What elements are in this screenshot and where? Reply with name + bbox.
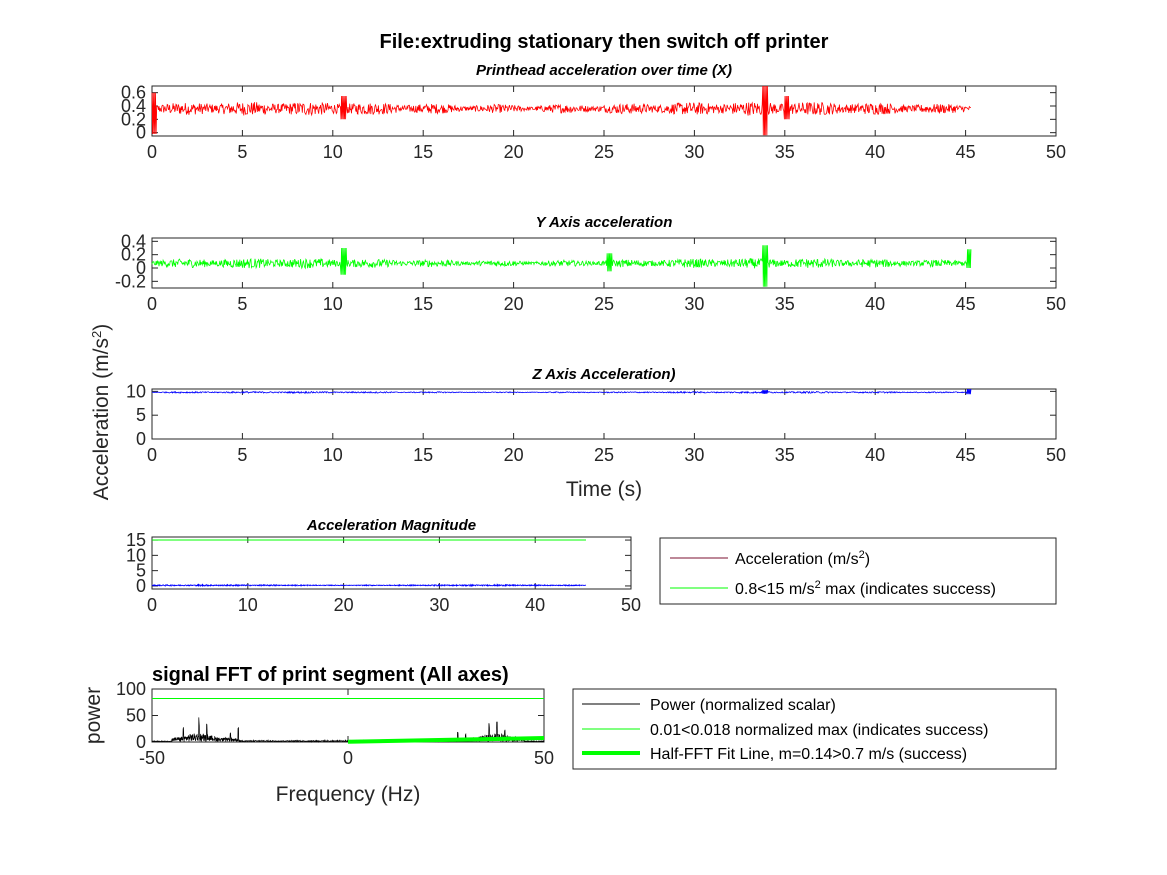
- y-xtick-label: 25: [594, 294, 614, 314]
- y-ytick-label: 0.4: [121, 231, 146, 251]
- y-xtick-label: 5: [237, 294, 247, 314]
- fft-xtick-label: 50: [534, 748, 554, 768]
- z-xtick-label: 45: [956, 445, 976, 465]
- magnitude-legend-label-acceleration: Acceleration (m/s2): [735, 549, 870, 568]
- mag-xtick-label: 10: [238, 595, 258, 615]
- mag-xtick-label: 20: [334, 595, 354, 615]
- y-xtick-label: 20: [504, 294, 524, 314]
- y-ytick-label: 0: [136, 258, 146, 278]
- fft-xtick-label: -50: [139, 748, 165, 768]
- x-xtick-label: 25: [594, 142, 614, 162]
- mag-plot-title: Acceleration Magnitude: [306, 517, 476, 534]
- mag-xtick-label: 40: [525, 595, 545, 615]
- fft-legend: Power (normalized scalar) 0.01<0.018 nor…: [572, 688, 1057, 770]
- x-xtick-label: 15: [413, 142, 433, 162]
- x-plot-frame: [151, 85, 1057, 137]
- z-x-axis-label: Time (s): [566, 478, 642, 501]
- magnitude-series: [151, 583, 587, 588]
- z-xtick-label: 0: [147, 445, 157, 465]
- fft-plot-title: signal FFT of print segment (All axes): [152, 664, 509, 686]
- fft-fit-line: [347, 736, 545, 744]
- x-xtick-label: 40: [865, 142, 885, 162]
- x-xtick-label: 5: [237, 142, 247, 162]
- magnitude-legend: Acceleration (m/s2) 0.8<15 m/s2 max (ind…: [659, 537, 1057, 605]
- z-xtick-label: 40: [865, 445, 885, 465]
- y-acceleration-series: [151, 245, 972, 287]
- x-xtick-label: 0: [147, 142, 157, 162]
- fft-legend-label-fit: Half-FFT Fit Line, m=0.14>0.7 m/s (succe…: [650, 746, 967, 763]
- z-xtick-label: 35: [775, 445, 795, 465]
- y-xtick-label: 10: [323, 294, 343, 314]
- fft-plot-frame: [151, 688, 545, 743]
- x-xtick-label: 20: [504, 142, 524, 162]
- z-xtick-label: 15: [413, 445, 433, 465]
- z-acceleration-series: [152, 388, 972, 395]
- x-ytick-label: 0: [136, 123, 146, 143]
- z-xtick-label: 5: [237, 445, 247, 465]
- z-xtick-label: 50: [1046, 445, 1066, 465]
- z-ytick-label: 5: [136, 405, 146, 425]
- y-xtick-label: 30: [684, 294, 704, 314]
- x-ytick-label: 0.6: [121, 83, 146, 103]
- mag-xtick-label: 0: [147, 595, 157, 615]
- z-acceleration-plot: Z Axis Acceleration)0 5 10 15 20 25 30 35 40 45 50…: [126, 366, 1066, 501]
- mag-ytick-label: 15: [126, 530, 146, 550]
- fft-legend-box: [572, 688, 1057, 770]
- mag-ytick-label: 10: [126, 545, 146, 565]
- y-xtick-label: 15: [413, 294, 433, 314]
- figure-title: File:extruding stationary then switch of…: [380, 31, 829, 53]
- fft-y-axis-label: power: [82, 687, 105, 744]
- mag-ytick-label: 5: [136, 561, 146, 581]
- x-xtick-label: 35: [775, 142, 795, 162]
- fft-legend-label-power: Power (normalized scalar): [650, 697, 836, 714]
- x-acceleration-plot: Printhead acceleration over time (X) 0 5 10…: [121, 62, 1066, 162]
- magnitude-legend-box: [659, 537, 1057, 605]
- y-ytick-label: 0.2: [121, 245, 146, 265]
- z-plot-title: Z Axis Acceleration): [531, 366, 675, 383]
- z-xtick-label: 10: [323, 445, 343, 465]
- fft-xtick-label: 0: [343, 748, 353, 768]
- fft-legend-label-threshold: 0.01<0.018 normalized max (indicates suc…: [650, 722, 988, 739]
- x-xtick-label: 50: [1046, 142, 1066, 162]
- fft-ytick-label: 0: [136, 732, 146, 752]
- x-xtick-label: 10: [323, 142, 343, 162]
- mag-ytick-label: 0: [136, 576, 146, 596]
- x-ytick-label: 0.2: [121, 109, 146, 129]
- fft-plot: signal FFT of print segment (All axes) -5…: [82, 664, 554, 806]
- y-xtick-label: 0: [147, 294, 157, 314]
- y-xtick-label: 45: [956, 294, 976, 314]
- y-acceleration-plot: Y Axis acceleration 0 5 10 15 20 25 30 35 40 45 50 -…: [115, 214, 1066, 314]
- fft-x-axis-label: Frequency (Hz): [276, 783, 421, 806]
- z-plot-frame: [151, 388, 1057, 440]
- z-xtick-label: 30: [684, 445, 704, 465]
- mag-xtick-label: 50: [621, 595, 641, 615]
- y-xtick-label: 35: [775, 294, 795, 314]
- z-xtick-label: 20: [504, 445, 524, 465]
- x-plot-title: Printhead acceleration over time (X): [476, 62, 732, 79]
- x-ytick-label: 0.4: [121, 96, 146, 116]
- z-ytick-label: 0: [136, 429, 146, 449]
- fft-ytick-label: 100: [116, 679, 146, 699]
- y-plot-title: Y Axis acceleration: [536, 214, 673, 231]
- fft-ytick-label: 50: [126, 706, 146, 726]
- x-acceleration-series: [151, 85, 971, 136]
- x-xtick-label: 30: [684, 142, 704, 162]
- x-xtick-label: 45: [956, 142, 976, 162]
- magnitude-legend-label-threshold: 0.8<15 m/s2 max (indicates success): [735, 579, 996, 598]
- mag-xtick-label: 30: [429, 595, 449, 615]
- y-ytick-label: -0.2: [115, 271, 146, 291]
- shared-y-axis-label: Acceleration (m/s2): [89, 324, 114, 500]
- y-xtick-label: 40: [865, 294, 885, 314]
- z-xtick-label: 25: [594, 445, 614, 465]
- mag-plot-frame: [151, 536, 632, 590]
- z-ytick-label: 10: [126, 381, 146, 401]
- y-xtick-label: 50: [1046, 294, 1066, 314]
